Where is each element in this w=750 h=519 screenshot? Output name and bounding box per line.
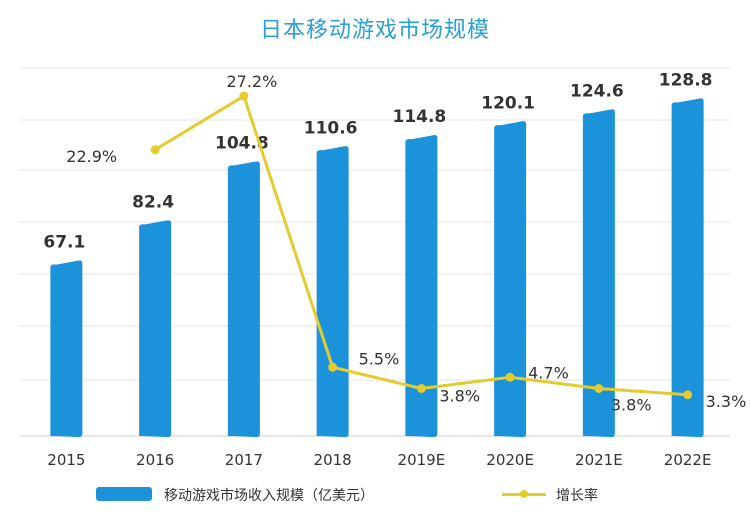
legend: 移动游戏市场收入规模（亿美元） 增长率	[0, 482, 750, 508]
bar-label-2019E: 114.8	[392, 107, 446, 127]
growth-point-2016	[150, 145, 160, 155]
x-tick-2018: 2018	[314, 451, 352, 469]
growth-label-2020E: 4.7%	[528, 363, 569, 382]
growth-line-series	[150, 91, 693, 400]
x-tick-2015: 2015	[47, 451, 85, 469]
bar-label-2017: 104.8	[215, 134, 269, 154]
bar-2016	[139, 220, 172, 438]
x-tick-2017: 2017	[225, 451, 263, 469]
x-tick-2019E: 2019E	[398, 451, 446, 469]
growth-point-2019E	[416, 384, 426, 393]
bar-2020E	[494, 121, 527, 438]
bar-label-2022E: 128.8	[659, 70, 713, 90]
bar-value-labels: 67.1 82.4 104.8 110.6 114.8 120.1 124.6 128.8	[43, 70, 712, 252]
growth-point-2018	[328, 362, 338, 372]
gridlines	[20, 67, 730, 437]
bar-label-2021E: 124.6	[570, 81, 624, 101]
legend-line-label: 增长率	[556, 488, 598, 504]
growth-label-2017: 27.2%	[226, 72, 277, 91]
bar-2019E	[405, 135, 438, 438]
growth-label-2019E: 3.8%	[439, 387, 480, 406]
bar-label-2020E: 120.1	[481, 93, 535, 113]
bar-label-2016: 82.4	[132, 192, 174, 212]
growth-point-2020E	[505, 372, 515, 382]
growth-point-2017	[239, 91, 249, 101]
growth-point-2022E	[683, 390, 693, 400]
growth-value-labels: 22.9% 27.2% 5.5% 3.8% 4.7% 3.8% 3.3%	[66, 72, 746, 415]
x-tick-2021E: 2021E	[575, 451, 623, 469]
growth-label-2021E: 3.8%	[611, 396, 652, 415]
legend-line-swatch	[502, 490, 546, 498]
bar-2017	[227, 161, 260, 438]
bar-2021E	[582, 109, 615, 438]
growth-label-2022E: 3.3%	[706, 392, 747, 411]
x-tick-2016: 2016	[136, 451, 174, 469]
bar-series	[50, 98, 704, 438]
chart-title: 日本移动游戏市场规模	[259, 18, 490, 43]
x-tick-2020E: 2020E	[486, 451, 534, 469]
growth-label-2018: 5.5%	[359, 349, 400, 368]
bar-2022E	[671, 98, 704, 438]
growth-point-2021E	[594, 384, 604, 393]
growth-label-2016: 22.9%	[66, 147, 117, 166]
bar-label-2018: 110.6	[304, 118, 358, 138]
legend-bar-swatch	[96, 487, 152, 501]
legend-bar-label: 移动游戏市场收入规模（亿美元）	[164, 488, 374, 504]
bar-label-2015: 67.1	[43, 233, 85, 253]
x-tick-2022E: 2022E	[664, 451, 712, 469]
x-axis-tick-labels: 2015 2016 2017 2018 2019E 2020E 2021E 2022E	[47, 451, 711, 469]
bar-2015	[50, 260, 83, 438]
bar-2018	[316, 146, 349, 438]
chart-plot: 67.1 82.4 104.8 110.6 114.8 120.1 124.6 128.8 2…	[20, 67, 746, 469]
